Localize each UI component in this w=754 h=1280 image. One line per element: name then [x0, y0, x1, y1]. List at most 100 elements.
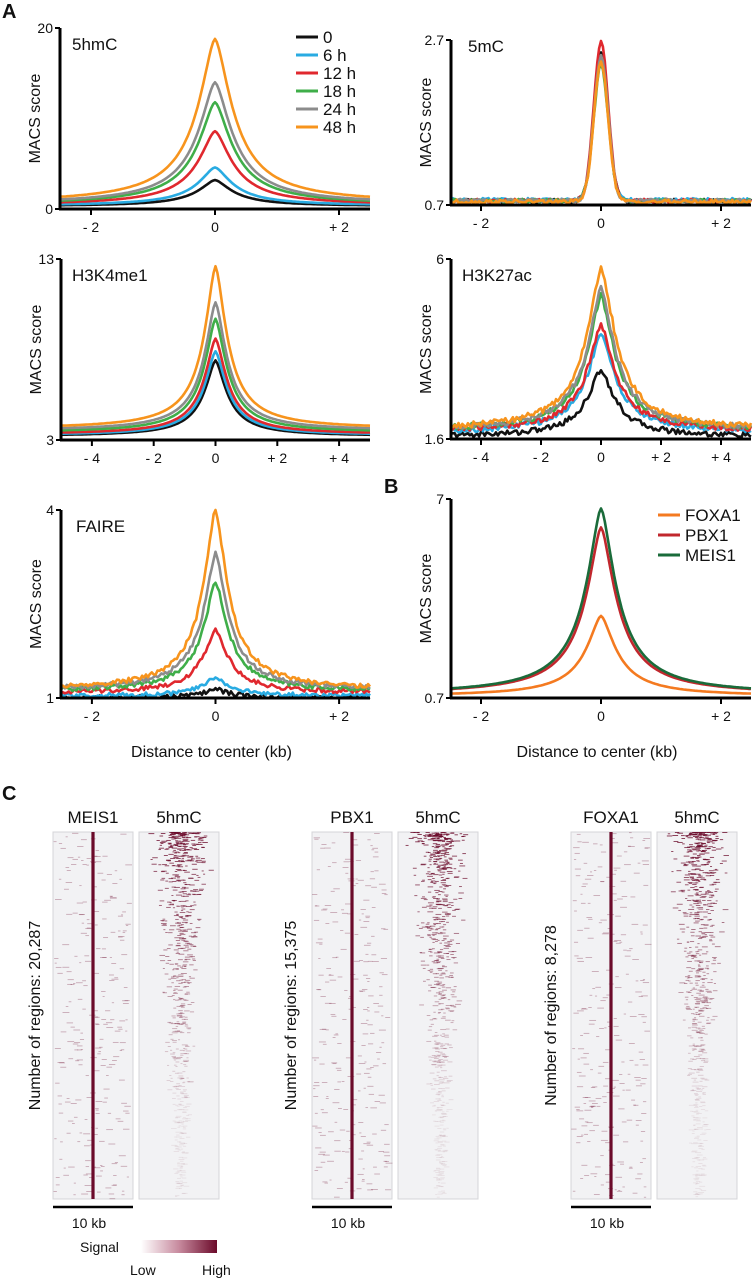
heatmap-signal-dash — [196, 874, 199, 876]
heatmap-signal-dash — [182, 879, 186, 881]
heatmap-signal-dash — [699, 1032, 704, 1034]
heatmap-signal-dash — [683, 913, 689, 915]
heatmap-signal-dash — [711, 924, 715, 926]
heatmap-signal-dash — [66, 971, 72, 973]
heatmap-signal-dash — [63, 1167, 66, 1169]
heatmap-signal-dash — [577, 841, 582, 843]
heatmap-signal-dash — [181, 908, 186, 910]
heatmap-signal-dash — [173, 1151, 180, 1152]
heatmap-signal-dash — [690, 931, 695, 933]
heatmap-signal-dash — [202, 837, 207, 838]
heatmap-signal-dash — [700, 878, 706, 880]
heatmap-signal-dash — [179, 1174, 183, 1176]
heatmap-signal-dash — [420, 863, 427, 865]
heatmap-signal-dash — [182, 1128, 187, 1130]
heatmap-signal-dash — [337, 976, 343, 978]
heatmap-signal-dash — [59, 1062, 65, 1064]
heatmap-signal-dash — [81, 860, 84, 861]
heatmap-signal-dash — [642, 1158, 646, 1160]
heatmap-signal-dash — [194, 879, 200, 881]
heatmap-signal-dash — [703, 904, 707, 906]
heatmap-signal-dash — [699, 1143, 704, 1144]
heatmap-signal-dash — [699, 1048, 705, 1050]
y-tick-label: 0.7 — [425, 197, 445, 213]
heatmap-signal-dash — [185, 900, 189, 902]
heatmap-signal-dash — [372, 847, 379, 849]
heatmap-signal-dash — [371, 1189, 378, 1190]
heatmap-signal-dash — [183, 1094, 189, 1096]
heatmap-signal-dash — [333, 1034, 339, 1036]
heatmap-signal-dash — [318, 1153, 325, 1155]
heatmap-signal-dash — [624, 955, 631, 957]
heatmap-signal-dash — [709, 856, 715, 858]
heatmap-signal-dash — [332, 1063, 337, 1065]
heatmap-signal-dash — [700, 1173, 705, 1175]
heatmap-signal-dash — [615, 915, 621, 917]
heatmap-signal-dash — [84, 1185, 92, 1186]
heatmap-signal-dash — [103, 937, 109, 939]
heatmap-signal-dash — [709, 872, 712, 874]
heatmap-signal-dash — [168, 846, 173, 848]
heatmap-signal-dash — [447, 941, 453, 942]
heatmap-signal-dash — [165, 1041, 170, 1043]
heatmap-signal-dash — [178, 1120, 182, 1122]
heatmap-signal-dash — [443, 884, 448, 886]
heatmap-signal-dash — [440, 1182, 446, 1184]
heatmap-signal-dash — [187, 1004, 192, 1006]
heatmap-signal-dash — [182, 852, 188, 854]
heatmap-signal-dash — [175, 1087, 179, 1089]
heatmap-signal-dash — [576, 1071, 582, 1073]
heatmap-signal-dash — [177, 989, 183, 991]
heatmap-signal-dash — [55, 899, 62, 900]
heatmap-signal-dash — [698, 842, 703, 844]
heatmap-signal-dash — [440, 1135, 446, 1137]
heatmap-signal-dash — [707, 900, 712, 902]
heatmap-signal-dash — [448, 1075, 453, 1077]
heatmap-signal-dash — [693, 1178, 699, 1180]
heatmap-signal-dash — [408, 837, 414, 839]
heatmap-signal-dash — [345, 872, 349, 874]
heatmap-signal-dash — [721, 860, 727, 862]
series-line-18h — [450, 291, 752, 431]
heatmap-signal-dash — [691, 1023, 697, 1025]
heatmap-signal-dash — [86, 927, 91, 929]
heatmap-signal-dash — [446, 862, 450, 864]
heatmap-signal-dash — [315, 942, 323, 944]
heatmap-signal-dash — [690, 1013, 695, 1015]
heatmap-signal-dash — [420, 897, 427, 899]
heatmap-signal-dash — [688, 1060, 693, 1062]
heatmap-signal-dash — [643, 838, 651, 840]
heatmap-signal-dash — [180, 1053, 184, 1055]
heatmap-signal-dash — [83, 1174, 88, 1176]
heatmap-signal-dash — [83, 1133, 91, 1135]
heatmap-signal-dash — [684, 976, 690, 978]
heatmap-signal-dash — [442, 1165, 447, 1167]
plot-title: 5mC — [468, 37, 504, 56]
heatmap-signal-dash — [574, 955, 579, 957]
heatmap-signal-dash — [455, 840, 461, 842]
heatmap-signal-dash — [172, 1028, 178, 1030]
heatmap-signal-dash — [179, 891, 185, 893]
heatmap-signal-dash — [181, 1132, 184, 1134]
heatmap-signal-dash — [184, 981, 189, 983]
heatmap-signal-dash — [709, 875, 715, 876]
heatmap-signal-dash — [715, 835, 719, 837]
heatmap-signal-dash — [461, 835, 466, 837]
heatmap-signal-dash — [435, 917, 441, 919]
heatmap-signal-dash — [446, 834, 449, 836]
heatmap-signal-dash — [53, 841, 57, 843]
heatmap-signal-dash — [112, 1060, 117, 1061]
heatmap-signal-dash — [176, 951, 179, 953]
heatmap-signal-dash — [429, 970, 434, 972]
heatmap-signal-dash — [429, 907, 433, 909]
heatmap-signal-dash — [453, 898, 458, 900]
heatmap-signal-dash — [438, 1186, 443, 1188]
heatmap-signal-dash — [183, 895, 189, 897]
heatmap-signal-dash — [697, 950, 700, 952]
heatmap-signal-dash — [691, 1090, 697, 1091]
heatmap-signal-dash — [443, 952, 449, 954]
heatmap-signal-dash — [695, 920, 700, 922]
heatmap-signal-dash — [433, 863, 439, 865]
